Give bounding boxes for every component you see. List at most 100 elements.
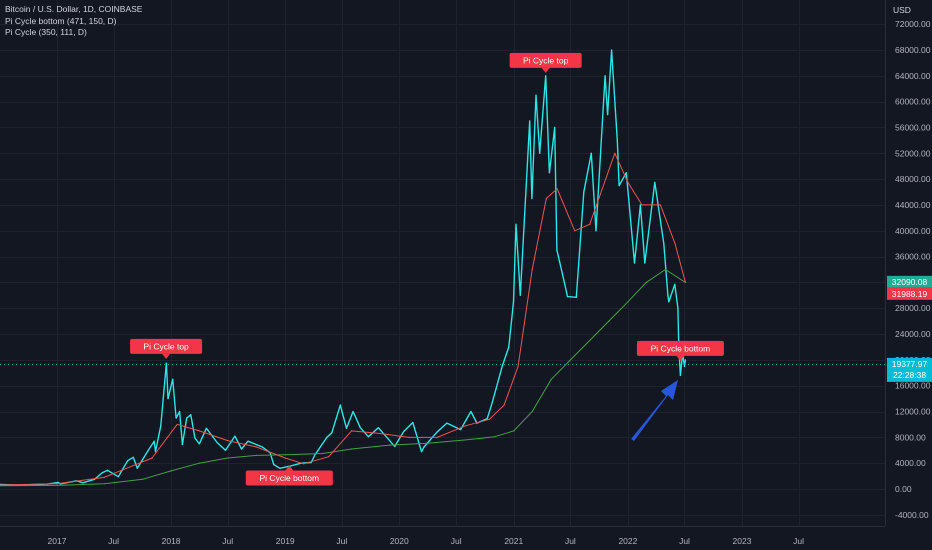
series-price-point bbox=[519, 294, 521, 296]
series-price-point bbox=[683, 365, 686, 367]
series-ma-red-point bbox=[284, 457, 286, 459]
series-price-point bbox=[234, 435, 236, 437]
series-ma-red-point bbox=[545, 197, 547, 200]
series-ma-red-point bbox=[328, 456, 330, 458]
series-price-point bbox=[345, 427, 348, 429]
legend-symbol[interactable]: Bitcoin / U.S. Dollar, 1D, COINBASE bbox=[5, 4, 143, 14]
series-ma-red-point bbox=[488, 418, 490, 420]
series-ma-green-point bbox=[627, 301, 629, 303]
price-axis-label-countdown: 22:28:38 bbox=[893, 370, 926, 380]
series-ma-green-point bbox=[103, 483, 105, 485]
series-price-point bbox=[107, 469, 109, 471]
series-price-point bbox=[154, 451, 157, 453]
series-price-point bbox=[545, 75, 547, 77]
x-tick-label: 2021 bbox=[504, 536, 523, 546]
series-price-point bbox=[677, 307, 679, 309]
price-axis-label-value: 31988.19 bbox=[892, 289, 928, 299]
y-tick-label: 52000.00 bbox=[895, 148, 931, 158]
time-axis[interactable]: 2017 Jul 2018 Jul 2019 Jul 2020 Jul 2021 Jul 2022 J… bbox=[48, 536, 805, 546]
y-tick-label: 64000.00 bbox=[895, 71, 931, 81]
series-price-point bbox=[607, 114, 609, 116]
series-ma-red-point bbox=[56, 483, 58, 485]
series-ma-green-point bbox=[141, 478, 143, 480]
series-price-point bbox=[224, 449, 227, 451]
annotation-text: Pi Cycle top bbox=[523, 55, 569, 65]
annotation-label[interactable]: Pi Cycle top bbox=[509, 52, 582, 73]
annotation-box bbox=[509, 52, 582, 68]
series-price-point bbox=[175, 417, 177, 419]
annotation-box bbox=[245, 470, 333, 486]
series-price-point bbox=[423, 446, 425, 448]
series-ma-green-point bbox=[427, 442, 429, 444]
series-ma-green-point bbox=[170, 470, 172, 472]
arrow-up-right-icon bbox=[631, 380, 678, 441]
currency-label[interactable]: USD bbox=[893, 5, 911, 15]
series-price-point bbox=[512, 301, 515, 303]
series-ma-green-point bbox=[645, 281, 647, 283]
series-ma-green-point bbox=[255, 454, 258, 456]
series-price-point bbox=[314, 454, 316, 456]
x-tick-label: Jul bbox=[793, 536, 804, 546]
series-price-point bbox=[684, 359, 687, 361]
legend-indicator-pi-cycle-bottom[interactable]: Pi Cycle bottom (471, 150, D) bbox=[5, 15, 117, 26]
series-price-point bbox=[508, 346, 510, 348]
annotation-label[interactable]: Pi Cycle bottom bbox=[636, 340, 724, 361]
series-ma-red-point bbox=[627, 181, 629, 183]
series-ma-red-point bbox=[379, 432, 381, 435]
x-tick-label: Jul bbox=[679, 536, 690, 546]
series-price-point bbox=[460, 429, 462, 431]
series-price-point bbox=[501, 365, 503, 367]
series-price-point bbox=[470, 410, 472, 413]
annotation-label[interactable]: Pi Cycle bottom bbox=[245, 465, 333, 486]
series-price-point bbox=[117, 476, 119, 478]
series-ma-red-point bbox=[531, 268, 533, 271]
series-price-point bbox=[136, 467, 138, 469]
series-price-point bbox=[160, 425, 162, 427]
x-tick-label: Jul bbox=[451, 536, 462, 546]
y-tick-label: 0.00 bbox=[895, 484, 912, 494]
series-price-point bbox=[326, 436, 328, 438]
annotation-pointer bbox=[676, 355, 685, 361]
series-price-point bbox=[167, 398, 169, 400]
series-ma-red-point bbox=[350, 430, 353, 432]
chart-grid bbox=[0, 0, 885, 526]
annotation-box bbox=[636, 340, 724, 356]
series-ma-green-point bbox=[550, 378, 552, 380]
series-ma-green-point bbox=[608, 320, 610, 322]
series-price-point bbox=[127, 460, 129, 462]
series-price-point bbox=[529, 120, 531, 122]
series-price-point bbox=[654, 181, 656, 183]
series-price-point bbox=[679, 374, 682, 376]
annotation-pointer bbox=[541, 67, 550, 73]
series-price-point bbox=[352, 410, 354, 413]
annotation-text: Pi Cycle bottom bbox=[260, 473, 320, 483]
series-ma-red-point bbox=[408, 436, 410, 438]
series-price-point bbox=[604, 75, 606, 77]
series-ma-red-point bbox=[166, 436, 168, 438]
series-price-point bbox=[153, 440, 155, 442]
annotation-pointer bbox=[285, 465, 294, 471]
series-price-point bbox=[625, 172, 627, 174]
series-ma-red-point bbox=[684, 281, 687, 283]
series-price-point bbox=[490, 405, 492, 407]
series-price-point bbox=[82, 482, 84, 484]
annotation-text: Pi Cycle bottom bbox=[651, 343, 711, 353]
series-price-point bbox=[147, 449, 149, 451]
x-tick-label: Jul bbox=[336, 536, 347, 546]
price-axis[interactable]: -4000.00 0.00 4000.00 8000.00 12000.00 16000.… bbox=[895, 19, 931, 520]
series-price-point bbox=[575, 296, 577, 298]
annotation-label[interactable]: Pi Cycle top bbox=[130, 338, 203, 359]
y-tick-label: -4000.00 bbox=[895, 510, 929, 520]
y-tick-label: 12000.00 bbox=[895, 407, 931, 417]
series-price-point bbox=[247, 440, 249, 442]
series-price-point bbox=[495, 388, 497, 390]
y-tick-label: 4000.00 bbox=[895, 458, 926, 468]
series-ma-red-point bbox=[503, 404, 505, 406]
series-price-point bbox=[190, 414, 192, 416]
legend-indicator-pi-cycle[interactable]: Pi Cycle (350, 111, D) bbox=[5, 27, 87, 37]
series-price-point bbox=[616, 139, 618, 141]
x-tick-label: Jul bbox=[108, 536, 119, 546]
series-ma-red-point bbox=[589, 223, 591, 225]
